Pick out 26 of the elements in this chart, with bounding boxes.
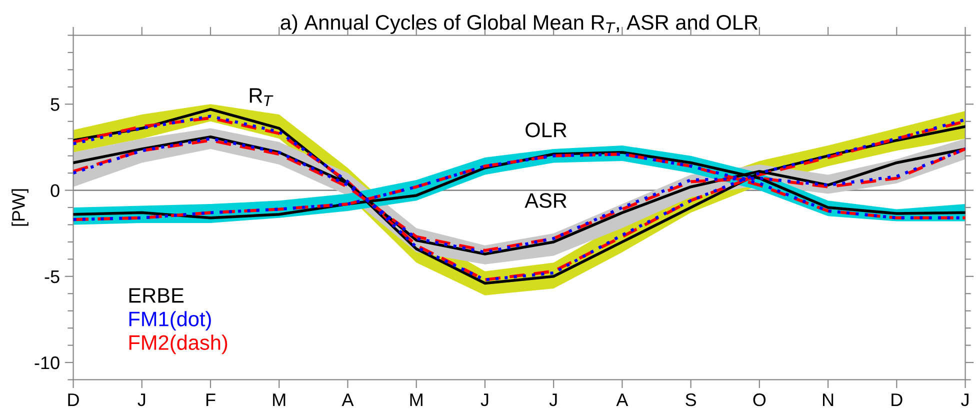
x-tick-label: J — [549, 394, 557, 406]
y-tick-label: -10 — [34, 356, 60, 370]
annotation: R$_{T}$ — [250, 88, 274, 106]
y-tick-label: 0 — [50, 184, 60, 197]
x-tick-label: F — [206, 394, 216, 406]
x-tick-label: J — [480, 394, 488, 406]
y-axis-title: [PW] — [12, 189, 28, 226]
x-tick-label: J — [138, 394, 146, 406]
x-tick-label: J — [961, 394, 968, 406]
x-tick-label: S — [686, 393, 696, 406]
x-tick-label: M — [273, 394, 286, 406]
x-tick-label: O — [753, 393, 766, 406]
y-tick-label: 5 — [50, 98, 60, 111]
x-tick-label: A — [342, 394, 354, 406]
x-tick-label: N — [823, 394, 834, 406]
x-tick-label: A — [616, 394, 628, 406]
text: FM2(dash) — [129, 334, 228, 354]
y-tick-label: -5 — [44, 270, 60, 284]
x-tick-label: D — [892, 394, 902, 406]
annotation: OLR — [526, 122, 566, 138]
text: ERBE — [129, 288, 184, 303]
chart-title: a) Annual Cycles of Global Mean R$_{T}$, ASR and OLR — [280, 14, 758, 34]
x-tick-label: D — [68, 394, 79, 406]
annotation: ASR — [524, 193, 566, 208]
text: FM1(dot) — [129, 311, 211, 330]
x-tick-label: M — [410, 394, 422, 406]
